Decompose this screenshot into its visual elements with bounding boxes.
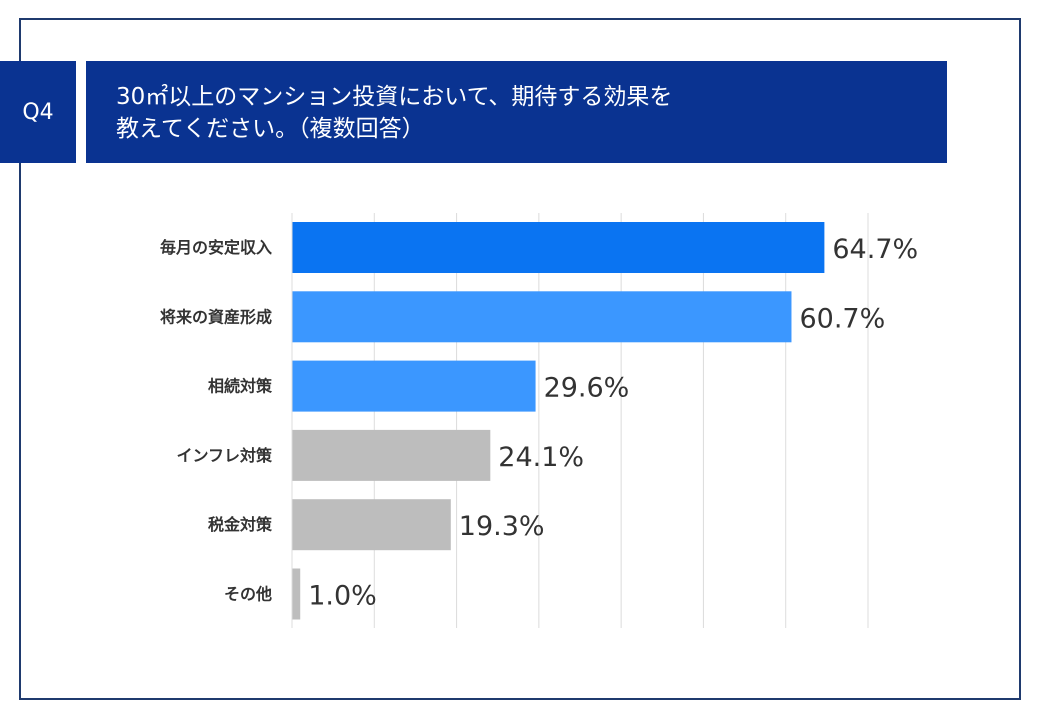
question-number-badge: Q4 <box>0 61 76 163</box>
value-label: 24.1% <box>498 442 584 473</box>
value-label: 60.7% <box>799 303 885 334</box>
category-label: 税金対策 <box>208 515 273 534</box>
bar-6 <box>292 568 301 620</box>
bar-2 <box>292 291 792 343</box>
bar-4 <box>292 429 491 481</box>
question-title-line2: 教えてください。（複数回答） <box>116 116 425 142</box>
category-label: その他 <box>224 585 272 604</box>
chart-frame <box>19 18 1021 700</box>
bar-1 <box>292 222 825 273</box>
question-number: Q4 <box>22 99 54 125</box>
value-label: 19.3% <box>459 511 545 542</box>
question-title-line1: 30㎡以上のマンション投資において、期待する効果を <box>116 84 673 110</box>
question-title-box: 30㎡以上のマンション投資において、期待する効果を 教えてください。（複数回答） <box>86 61 947 163</box>
value-label: 29.6% <box>544 373 630 404</box>
category-label: インフレ対策 <box>176 446 273 465</box>
bar-3 <box>292 360 536 412</box>
category-label: 相続対策 <box>208 377 273 396</box>
value-label: 64.7% <box>832 234 918 265</box>
value-label: 1.0% <box>308 581 377 612</box>
bar-5 <box>292 499 451 551</box>
category-label: 将来の資産形成 <box>160 307 272 326</box>
category-label: 毎月の安定収入 <box>160 238 272 257</box>
